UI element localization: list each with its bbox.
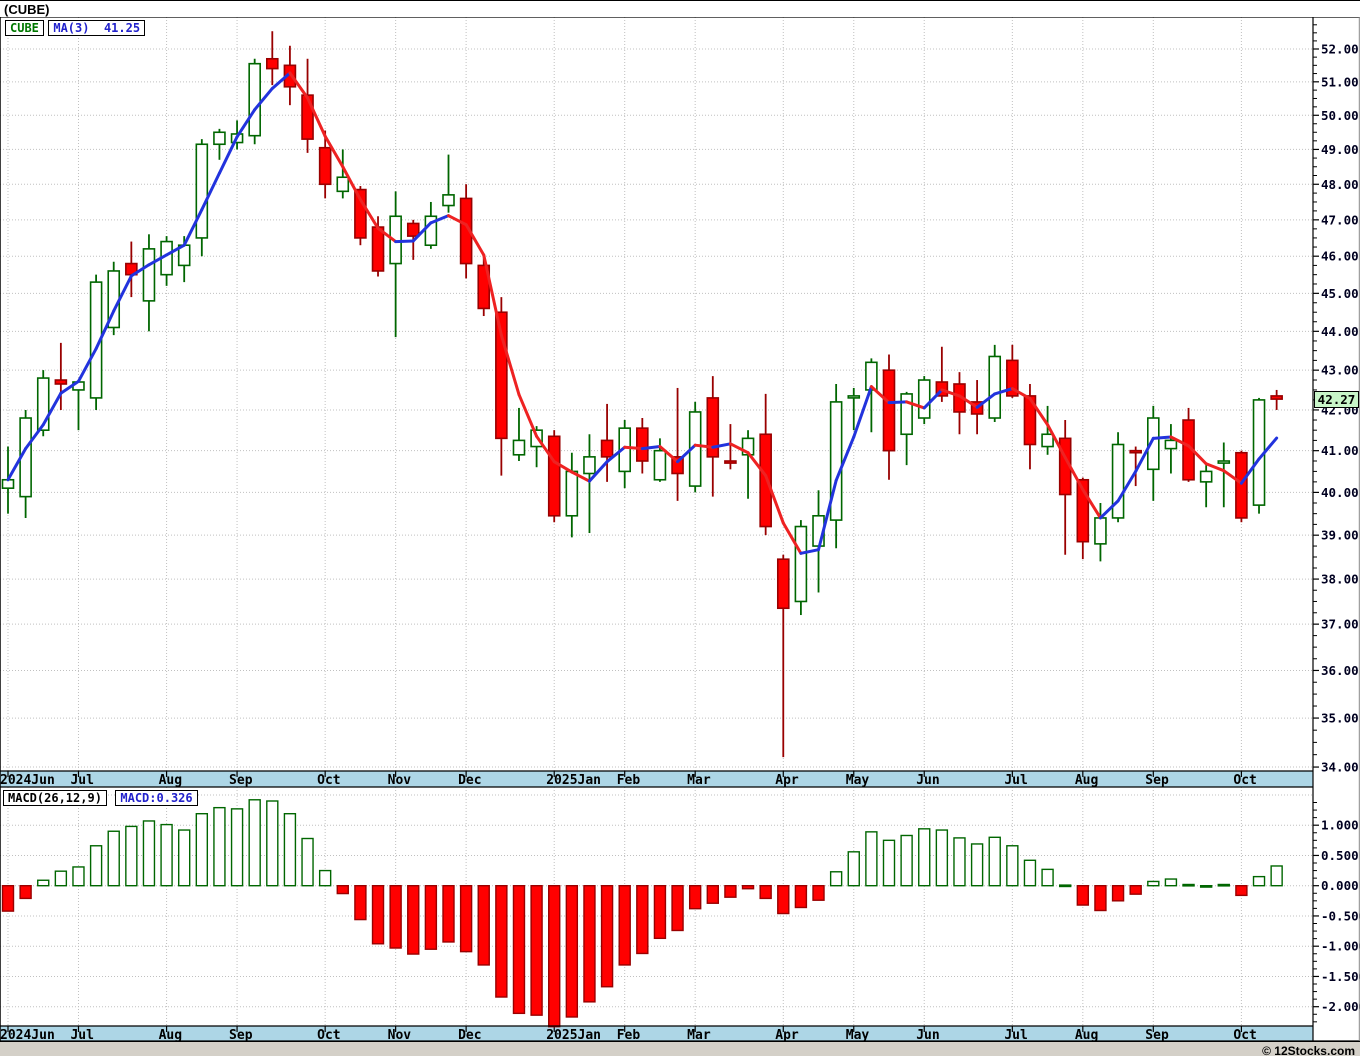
svg-text:Aug: Aug [159,1028,182,1043]
svg-text:45.00: 45.00 [1321,286,1359,301]
svg-text:Oct: Oct [317,773,340,788]
svg-text:Jun: Jun [916,1028,939,1043]
svg-text:49.00: 49.00 [1321,142,1359,157]
svg-text:Oct: Oct [1233,1028,1256,1043]
svg-text:-0.500: -0.500 [1321,908,1360,923]
svg-text:Dec: Dec [458,1028,481,1043]
svg-text:Jul: Jul [70,773,93,788]
svg-text:47.00: 47.00 [1321,212,1359,227]
main-chart-legend: CUBE MA(3) 41.25 [5,19,146,37]
symbol-label: CUBE [5,20,44,36]
svg-text:Apr: Apr [775,1028,799,1043]
svg-text:0.500: 0.500 [1321,848,1359,863]
svg-text:Jul: Jul [70,1028,93,1043]
macd-value-label: MACD:0.326 [115,790,198,806]
svg-text:May: May [846,773,870,788]
svg-text:2024Jun: 2024Jun [0,1028,55,1043]
macd-params-label: MACD(26,12,9) [3,790,107,806]
svg-text:Mar: Mar [687,773,711,788]
svg-text:Feb: Feb [617,773,641,788]
svg-text:Oct: Oct [317,1028,340,1043]
svg-text:43.00: 43.00 [1321,363,1359,378]
svg-text:Mar: Mar [687,1028,711,1043]
macd-legend: MACD(26,12,9) MACD:0.326 [3,789,202,807]
svg-text:Nov: Nov [388,1028,412,1043]
svg-text:Aug: Aug [1075,1028,1098,1043]
svg-text:Jul: Jul [1004,773,1027,788]
svg-text:44.00: 44.00 [1321,324,1359,339]
svg-text:50.00: 50.00 [1321,108,1359,123]
svg-text:May: May [846,1028,870,1043]
svg-text:52.00: 52.00 [1321,42,1359,57]
svg-text:2025Jan: 2025Jan [546,773,601,788]
svg-text:Sep: Sep [229,773,253,788]
svg-text:37.00: 37.00 [1321,617,1359,632]
svg-text:-2.000: -2.000 [1321,999,1360,1014]
last-price-badge: 42.27 [1314,390,1359,408]
footer: © 12Stocks.com [0,1041,1360,1056]
svg-text:Jul: Jul [1004,1028,1027,1043]
svg-text:36.00: 36.00 [1321,663,1359,678]
svg-text:1.000: 1.000 [1321,818,1359,833]
svg-text:Sep: Sep [229,1028,253,1043]
svg-text:Apr: Apr [775,773,799,788]
svg-text:-1.500: -1.500 [1321,969,1360,984]
svg-text:38.00: 38.00 [1321,572,1359,587]
svg-text:39.00: 39.00 [1321,528,1359,543]
svg-text:Jun: Jun [916,773,939,788]
title-bar: (CUBE) [0,1,1360,17]
svg-text:2025Jan: 2025Jan [546,1028,601,1043]
svg-text:41.00: 41.00 [1321,443,1359,458]
svg-text:48.00: 48.00 [1321,177,1359,192]
svg-text:Sep: Sep [1145,773,1169,788]
page-title: (CUBE) [4,2,50,17]
svg-text:Nov: Nov [388,773,412,788]
svg-text:-1.000: -1.000 [1321,939,1360,954]
svg-text:Aug: Aug [1075,773,1098,788]
svg-text:46.00: 46.00 [1321,249,1359,264]
copyright: © 12Stocks.com [1262,1044,1355,1056]
svg-text:Feb: Feb [617,1028,641,1043]
svg-text:Aug: Aug [159,773,182,788]
svg-text:40.00: 40.00 [1321,485,1359,500]
svg-text:51.00: 51.00 [1321,74,1359,89]
ma-legend: MA(3) 41.25 [48,20,146,36]
svg-text:2024Jun: 2024Jun [0,773,55,788]
svg-text:0.000: 0.000 [1321,878,1359,893]
svg-text:34.00: 34.00 [1321,760,1359,775]
svg-text:Oct: Oct [1233,773,1256,788]
svg-text:Sep: Sep [1145,1028,1169,1043]
svg-text:35.00: 35.00 [1321,711,1359,726]
svg-text:Dec: Dec [458,773,481,788]
